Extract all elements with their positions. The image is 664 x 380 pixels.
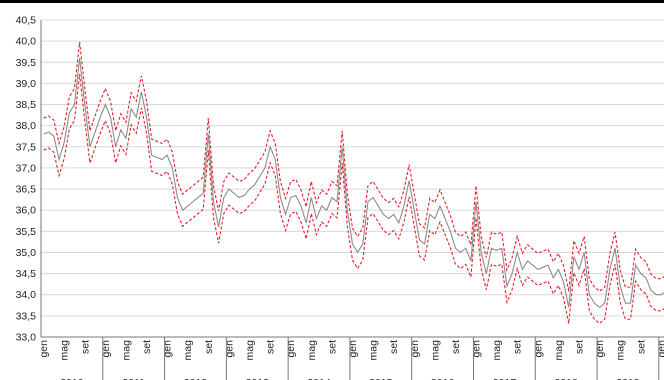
y-tick-label: 37,5 bbox=[16, 141, 37, 153]
x-month-label: mag bbox=[120, 340, 132, 361]
y-tick-label: 36,5 bbox=[16, 184, 37, 196]
x-month-label: mag bbox=[306, 340, 318, 361]
y-tick-label: 33,0 bbox=[16, 332, 37, 344]
x-month-label: gen bbox=[532, 340, 544, 358]
x-year-label: 2011 bbox=[122, 377, 145, 380]
x-month-label: set bbox=[635, 340, 647, 354]
y-tick-label: 40,0 bbox=[16, 36, 37, 48]
x-month-label: gen bbox=[38, 340, 50, 358]
y-tick-label: 36,0 bbox=[16, 205, 37, 217]
y-tick-label: 39,5 bbox=[16, 57, 37, 69]
x-month-label: set bbox=[574, 340, 586, 354]
top-border bbox=[0, 0, 664, 3]
x-month-label: mag bbox=[59, 340, 71, 361]
x-year-label: 2016 bbox=[431, 377, 455, 380]
y-tick-label: 34,5 bbox=[16, 268, 37, 280]
x-month-label: set bbox=[450, 340, 462, 354]
x-month-label: gen bbox=[409, 340, 421, 358]
x-month-label: gen bbox=[162, 340, 174, 358]
y-tick-label: 39,0 bbox=[16, 78, 37, 90]
x-year-label: 2018 bbox=[554, 377, 578, 380]
x-month-label: mag bbox=[553, 340, 565, 361]
y-tick-label: 34,0 bbox=[16, 289, 37, 301]
x-year-label: 2017 bbox=[493, 377, 517, 380]
x-month-label: mag bbox=[615, 340, 627, 361]
x-month-label: set bbox=[326, 340, 338, 354]
x-month-label: gen bbox=[656, 340, 664, 358]
x-month-label: set bbox=[141, 340, 153, 354]
x-month-label: set bbox=[512, 340, 524, 354]
x-year-label: 2013 bbox=[246, 377, 270, 380]
x-month-label: gen bbox=[100, 340, 112, 358]
y-tick-label: 35,0 bbox=[16, 247, 37, 259]
x-month-label: gen bbox=[594, 340, 606, 358]
x-month-label: mag bbox=[429, 340, 441, 361]
x-month-label: mag bbox=[368, 340, 380, 361]
y-tick-label: 40,5 bbox=[16, 15, 37, 27]
y-tick-label: 38,5 bbox=[16, 99, 37, 111]
x-month-label: set bbox=[265, 340, 277, 354]
x-year-label: 2014 bbox=[307, 377, 331, 380]
x-year-label: 2010 bbox=[60, 377, 84, 380]
x-month-label: mag bbox=[244, 340, 256, 361]
x-year-label: 2012 bbox=[184, 377, 208, 380]
y-tick-label: 33,5 bbox=[16, 310, 37, 322]
x-year-label: 2015 bbox=[369, 377, 393, 380]
upper-bound-line bbox=[43, 41, 664, 293]
y-tick-label: 37,0 bbox=[16, 162, 37, 174]
x-month-label: mag bbox=[182, 340, 194, 361]
x-month-label: set bbox=[79, 340, 91, 354]
x-month-label: gen bbox=[285, 340, 297, 358]
y-tick-label: 35,5 bbox=[16, 226, 37, 238]
central-estimate-line bbox=[43, 57, 664, 309]
x-month-label: gen bbox=[347, 340, 359, 358]
x-month-label: mag bbox=[491, 340, 503, 361]
x-month-label: set bbox=[388, 340, 400, 354]
x-month-label: set bbox=[203, 340, 215, 354]
x-month-label: gen bbox=[223, 340, 235, 358]
x-month-label: gen bbox=[471, 340, 483, 358]
y-tick-label: 38,0 bbox=[16, 120, 37, 132]
x-year-label: 2019 bbox=[616, 377, 640, 380]
